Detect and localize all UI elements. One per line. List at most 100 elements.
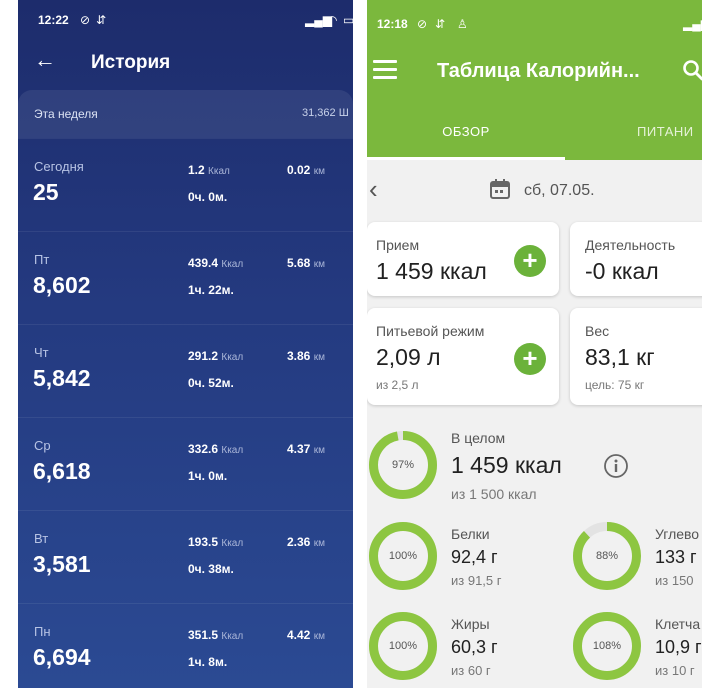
day-row[interactable]: Чт 5,842 291.2 Ккал 3.86 км 0ч. 52м. — [18, 324, 353, 417]
tab-overview[interactable]: ОБЗОР — [442, 124, 490, 139]
day-row[interactable]: Пн 6,694 351.5 Ккал 4.42 км 1ч. 8м. — [18, 603, 353, 688]
status-bar: 12:18 ⊘ ⇵ ♙ ▂▄▆ — [367, 0, 702, 44]
day-distance: 4.37 км — [287, 442, 325, 456]
week-summary[interactable]: Эта неделя 31,362 Ш — [18, 90, 353, 138]
day-distance: 4.42 км — [287, 628, 325, 642]
info-icon[interactable] — [603, 453, 629, 479]
day-name: Пт — [34, 252, 50, 267]
kcal-unit: Ккал — [221, 352, 244, 363]
tab-bar: ОБЗОР ПИТАНИ — [367, 100, 702, 160]
nutrient-progress-ring — [369, 612, 437, 680]
weight-value: 83,1 кг — [585, 344, 655, 370]
day-row[interactable]: Ср 6,618 332.6 Ккал 4.37 км 1ч. 0м. — [18, 417, 353, 510]
kcal-unit: Ккал — [221, 631, 244, 642]
day-distance: 2.36 км — [287, 535, 325, 549]
date-navigator: ‹ сб, 07.05. — [367, 160, 702, 220]
day-steps: 8,602 — [33, 272, 91, 298]
current-date[interactable]: сб, 07.05. — [524, 182, 595, 199]
day-name: Ср — [34, 438, 51, 453]
nutrient-percent: 100% — [388, 640, 418, 652]
nutrient-percent: 100% — [388, 550, 418, 562]
day-duration: 0ч. 52м. — [188, 376, 234, 390]
signal-icon: ▂▄▆ — [683, 17, 702, 31]
km-unit: км — [313, 352, 325, 363]
nutrient-goal: из 10 г — [655, 663, 695, 678]
nutrient-label: Жиры — [451, 616, 490, 632]
steps-status-icon: ⇵ — [435, 17, 446, 31]
history-header: ← История — [18, 40, 353, 88]
day-name: Чт — [34, 345, 49, 360]
nutrient-label: Белки — [451, 526, 490, 542]
nutrient-label: Углево — [655, 526, 700, 542]
day-row[interactable]: Вт 3,581 193.5 Ккал 2.36 км 0ч. 38м. — [18, 510, 353, 603]
total-goal: из 1 500 ккал — [451, 486, 537, 502]
steps-status-icon: ⇵ — [96, 13, 107, 27]
status-time: 12:22 — [38, 13, 69, 27]
day-duration: 1ч. 8м. — [188, 655, 228, 669]
calendar-icon[interactable] — [489, 178, 511, 200]
nutrient-percent: 88% — [595, 550, 619, 562]
day-kcal: 193.5 Ккал — [188, 535, 244, 549]
water-goal: из 2,5 л — [376, 378, 419, 392]
week-total: 31,362 Ш — [302, 107, 349, 119]
weight-label: Вес — [585, 323, 610, 339]
add-water-button[interactable]: + — [514, 343, 546, 375]
back-arrow-icon[interactable]: ← — [34, 47, 56, 72]
history-screen: 12:22 ⊘ ⇵ ▂▄▆ ◠ ▭ ← История Эта неделя 3… — [18, 0, 353, 688]
search-icon[interactable] — [681, 58, 702, 82]
app-title: Таблица Калорийн... — [437, 60, 640, 82]
tab-indicator — [367, 157, 565, 160]
status-bar: 12:22 ⊘ ⇵ ▂▄▆ ◠ ▭ — [18, 0, 353, 40]
day-kcal: 351.5 Ккал — [188, 628, 244, 642]
add-intake-button[interactable]: + — [514, 245, 546, 277]
calorie-screen: 12:18 ⊘ ⇵ ♙ ▂▄▆ Таблица Калорийн... ОБЗО… — [367, 0, 702, 688]
day-kcal: 1.2 Ккал — [188, 163, 230, 177]
intake-label: Прием — [376, 237, 420, 253]
nutrient-goal: из 150 — [655, 573, 694, 588]
km-unit: км — [313, 445, 325, 456]
activity-card[interactable]: Деятельность -0 ккал — [570, 222, 702, 296]
nutrient-value: 92,4 г — [451, 547, 498, 567]
menu-icon[interactable] — [373, 60, 397, 80]
nutrient-goal: из 91,5 г — [451, 573, 502, 588]
app-toolbar: Таблица Калорийн... — [367, 44, 702, 100]
person-status-icon: ♙ — [457, 17, 468, 31]
week-label: Эта неделя — [34, 107, 98, 121]
wifi-icon: ◠ — [327, 13, 338, 27]
day-row[interactable]: Сегодня 25 1.2 Ккал 0.02 км 0ч. 0м. — [18, 138, 353, 231]
activity-value: -0 ккал — [585, 258, 659, 284]
day-steps: 5,842 — [33, 365, 91, 391]
nutrient-value: 133 г — [655, 547, 697, 567]
day-row[interactable]: Пт 8,602 439.4 Ккал 5.68 км 1ч. 22м. — [18, 231, 353, 324]
intake-card[interactable]: Прием 1 459 ккал + — [367, 222, 559, 296]
intake-value: 1 459 ккал — [376, 258, 487, 284]
kcal-unit: Ккал — [221, 445, 244, 456]
day-name: Пн — [34, 624, 51, 639]
battery-icon: ▭ — [343, 13, 353, 27]
kcal-unit: Ккал — [208, 166, 230, 177]
tab-nutrition[interactable]: ПИТАНИ — [637, 124, 694, 139]
day-duration: 1ч. 22м. — [188, 283, 234, 297]
day-steps: 3,581 — [33, 551, 91, 577]
day-kcal: 291.2 Ккал — [188, 349, 244, 363]
nutrient-percent: 108% — [592, 640, 622, 652]
silent-icon: ⊘ — [417, 17, 428, 31]
day-name: Сегодня — [34, 159, 84, 174]
day-steps: 25 — [33, 179, 59, 205]
water-card[interactable]: Питьевой режим 2,09 л из 2,5 л + — [367, 308, 559, 405]
day-distance: 0.02 км — [287, 163, 325, 177]
day-duration: 0ч. 38м. — [188, 562, 234, 576]
water-value: 2,09 л — [376, 344, 441, 370]
nutrient-value: 60,3 г — [451, 637, 498, 657]
day-kcal: 332.6 Ккал — [188, 442, 244, 456]
activity-label: Деятельность — [585, 237, 676, 253]
total-label: В целом — [451, 430, 506, 446]
day-steps: 6,694 — [33, 644, 91, 670]
km-unit: км — [313, 166, 325, 177]
km-unit: км — [313, 259, 325, 270]
water-label: Питьевой режим — [376, 323, 485, 339]
silent-icon: ⊘ — [80, 13, 91, 27]
weight-card[interactable]: Вес 83,1 кг цель: 75 кг — [570, 308, 702, 405]
day-name: Вт — [34, 531, 49, 546]
chevron-left-icon[interactable]: ‹ — [369, 174, 378, 204]
